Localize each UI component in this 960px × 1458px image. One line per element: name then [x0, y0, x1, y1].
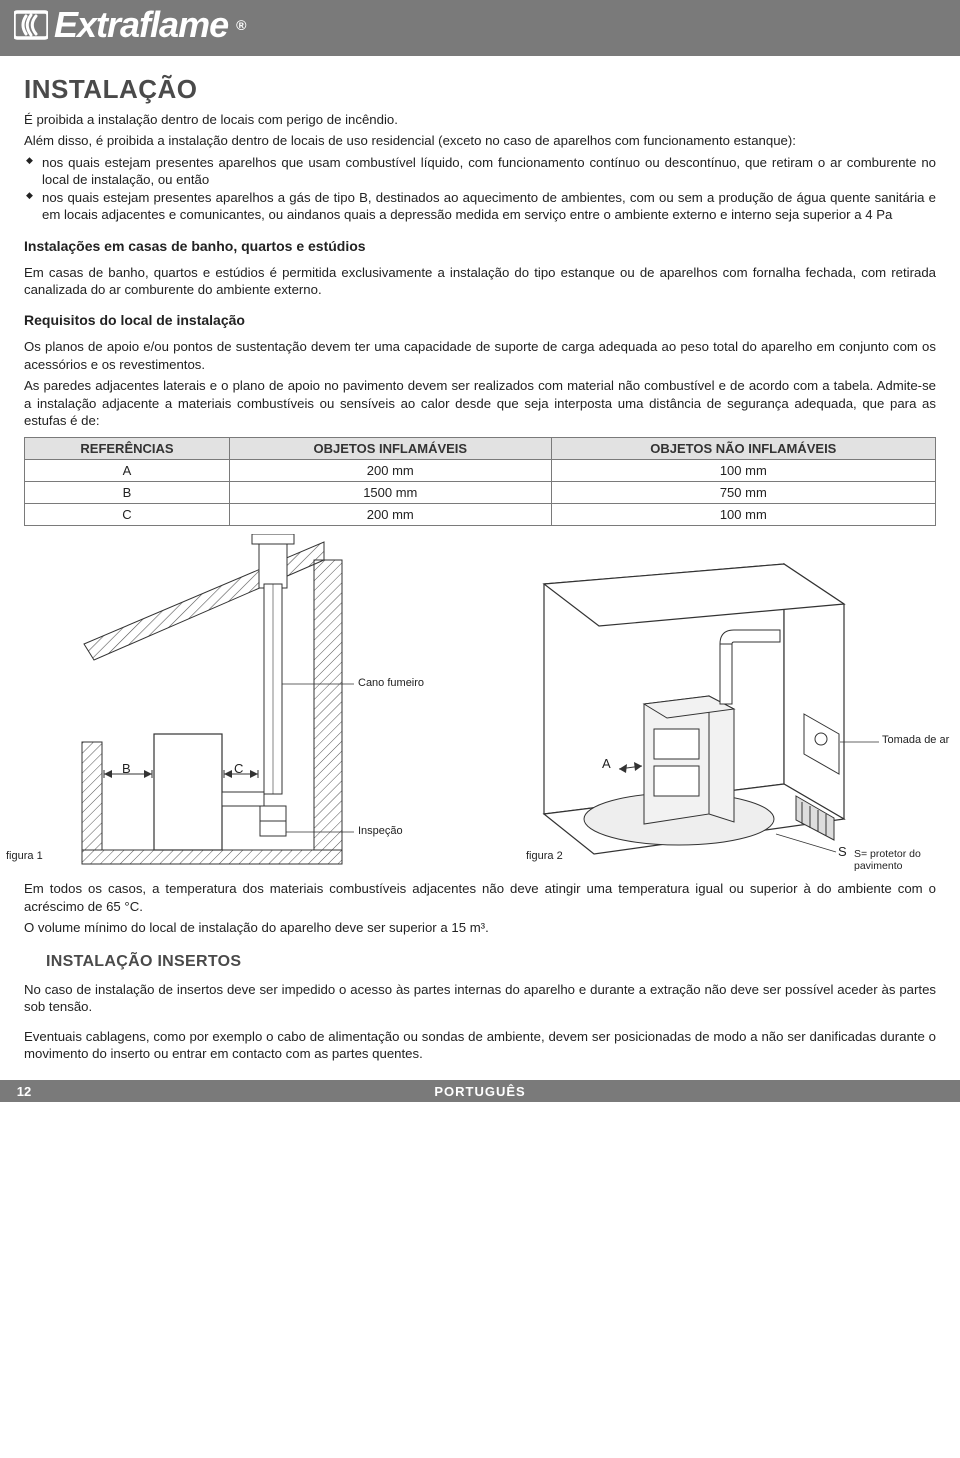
para-residential: Além disso, é proibida a instalação dent…	[24, 132, 936, 149]
callout-air-intake: Tomada de ar	[882, 734, 949, 746]
brand-name: Extraflame	[54, 4, 228, 46]
bullet-list: nos quais estejam presentes aparelhos qu…	[24, 154, 936, 224]
figure-1: Cano fumeiro Inspeção B C figura 1	[24, 534, 464, 874]
th-nonflammable: OBJETOS NÃO INFLAMÁVEIS	[551, 438, 935, 460]
th-ref: REFERÊNCIAS	[25, 438, 230, 460]
distance-table: REFERÊNCIAS OBJETOS INFLAMÁVEIS OBJETOS …	[24, 437, 936, 526]
page-content: INSTALAÇÃO É proibida a instalação dentr…	[0, 56, 960, 1062]
page-number: 12	[0, 1084, 48, 1099]
heading-bathrooms: Instalações em casas de banho, quartos e…	[24, 238, 936, 254]
para-cabling: Eventuais cablagens, como por exemplo o …	[24, 1028, 936, 1063]
para-volume: O volume mínimo do local de instalação d…	[24, 919, 936, 936]
brand-header: Extraflame ®	[0, 0, 960, 56]
table-row: C 200 mm 100 mm	[25, 504, 936, 526]
para-temperature: Em todos os casos, a temperatura dos mat…	[24, 880, 936, 915]
figure-1-caption: figura 1	[6, 850, 43, 862]
page-language: PORTUGUÊS	[48, 1084, 912, 1099]
bullet-liquid-fuel: nos quais estejam presentes aparelhos qu…	[24, 154, 936, 189]
callout-floor-protector: S= protetor do pavimento	[854, 848, 954, 872]
bullet-gas-type-b: nos quais estejam presentes aparelhos a …	[24, 189, 936, 224]
para-bathrooms: Em casas de banho, quartos e estúdios é …	[24, 264, 936, 299]
para-support: Os planos de apoio e/ou pontos de susten…	[24, 338, 936, 373]
brand-reg: ®	[236, 17, 245, 33]
section-title-inserts: INSTALAÇÃO INSERTOS	[46, 953, 936, 971]
brand-logo-icon	[14, 10, 48, 40]
section-title-installation: INSTALAÇÃO	[24, 74, 936, 105]
th-flammable: OBJETOS INFLAMÁVEIS	[229, 438, 551, 460]
brand-logo-text: Extraflame ®	[14, 4, 946, 46]
heading-requirements: Requisitos do local de instalação	[24, 312, 936, 328]
dim-s: S	[838, 844, 847, 859]
callout-inspection: Inspeção	[358, 825, 403, 837]
para-prohibited: É proibida a instalação dentro de locais…	[24, 111, 936, 128]
dim-a: A	[602, 756, 611, 771]
dim-c: C	[234, 761, 243, 776]
figures-row: Cano fumeiro Inspeção B C figura 1	[24, 534, 936, 874]
callout-chimney: Cano fumeiro	[358, 677, 424, 689]
table-row: B 1500 mm 750 mm	[25, 482, 936, 504]
figure-2-caption: figura 2	[526, 850, 563, 862]
table-row: A 200 mm 100 mm	[25, 460, 936, 482]
figure-2: A S Tomada de ar S= protetor do paviment…	[484, 534, 954, 874]
para-walls: As paredes adjacentes laterais e o plano…	[24, 377, 936, 429]
para-inserts-access: No caso de instalação de insertos deve s…	[24, 981, 936, 1016]
page-footer: 12 PORTUGUÊS	[0, 1080, 960, 1102]
dim-b: B	[122, 761, 131, 776]
